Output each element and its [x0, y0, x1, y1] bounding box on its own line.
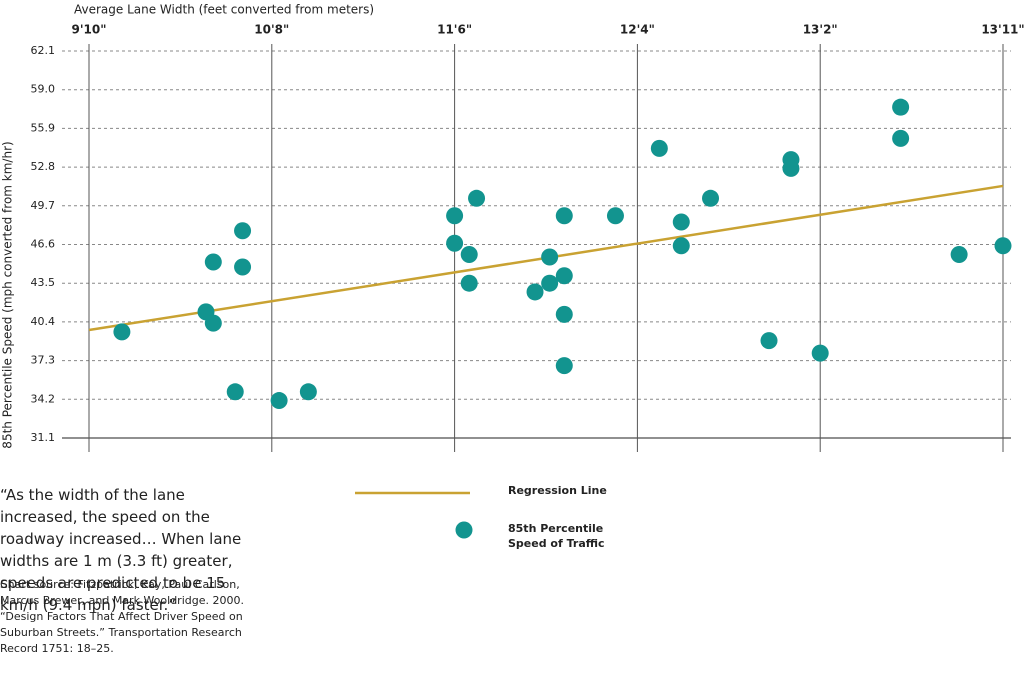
- x-axis-title: Average Lane Width (feet converted from …: [74, 3, 374, 17]
- data-point: [555, 207, 573, 225]
- data-point: [782, 159, 800, 177]
- y-tick-label: 37.3: [31, 354, 56, 367]
- y-tick-label: 59.0: [31, 83, 56, 96]
- data-point: [113, 323, 131, 341]
- data-point: [299, 383, 317, 401]
- data-point: [234, 258, 252, 276]
- data-point: [760, 332, 778, 350]
- x-tick-label: 11'6": [437, 23, 472, 37]
- y-tick-label: 34.2: [31, 392, 56, 405]
- data-point: [460, 274, 478, 292]
- data-point: [526, 283, 544, 301]
- data-point: [555, 267, 573, 285]
- y-tick-label: 31.1: [31, 431, 56, 444]
- legend-label: Regression Line: [508, 484, 607, 497]
- data-point: [672, 213, 690, 231]
- data-point: [892, 98, 910, 116]
- y-tick-label: 40.4: [31, 315, 56, 328]
- data-point: [541, 248, 559, 266]
- y-tick-label: 43.5: [31, 276, 56, 289]
- y-axis-title: 85th Percentile Speed (mph converted fro…: [1, 141, 15, 448]
- x-tick-label: 9'10": [72, 23, 107, 37]
- y-tick-label: 46.6: [31, 238, 56, 251]
- x-tick-label: 13'11": [981, 23, 1024, 37]
- data-point: [702, 189, 720, 207]
- data-point: [555, 357, 573, 375]
- legend-swatch: [455, 521, 473, 539]
- data-point: [811, 344, 829, 362]
- source: Chart source: Fitzpatrick, Kay, Paul Car…: [0, 578, 244, 655]
- data-point: [204, 314, 222, 332]
- data-point: [270, 392, 288, 410]
- y-tick-label: 49.7: [31, 199, 56, 212]
- data-point: [446, 207, 464, 225]
- data-point: [672, 237, 690, 255]
- y-tick-label: 62.1: [31, 44, 56, 57]
- data-point: [460, 245, 478, 263]
- data-point: [606, 207, 624, 225]
- data-point: [555, 305, 573, 323]
- legend-label: 85th Percentile Speed of Traffic: [508, 522, 605, 550]
- y-tick-label: 55.9: [31, 121, 56, 134]
- x-tick-label: 13'2": [803, 23, 838, 37]
- x-tick-label: 12'4": [620, 23, 655, 37]
- data-point: [468, 189, 486, 207]
- x-tick-label: 10'8": [254, 23, 289, 37]
- quote: “As the width of the lane increased, the…: [0, 486, 242, 614]
- data-point: [950, 245, 968, 263]
- y-tick-label: 52.8: [31, 160, 56, 173]
- data-point: [650, 139, 668, 157]
- data-point: [446, 234, 464, 252]
- data-point: [234, 222, 252, 240]
- data-point: [892, 129, 910, 147]
- data-point: [226, 383, 244, 401]
- data-point: [994, 237, 1012, 255]
- data-point: [204, 253, 222, 271]
- data-point: [541, 274, 559, 292]
